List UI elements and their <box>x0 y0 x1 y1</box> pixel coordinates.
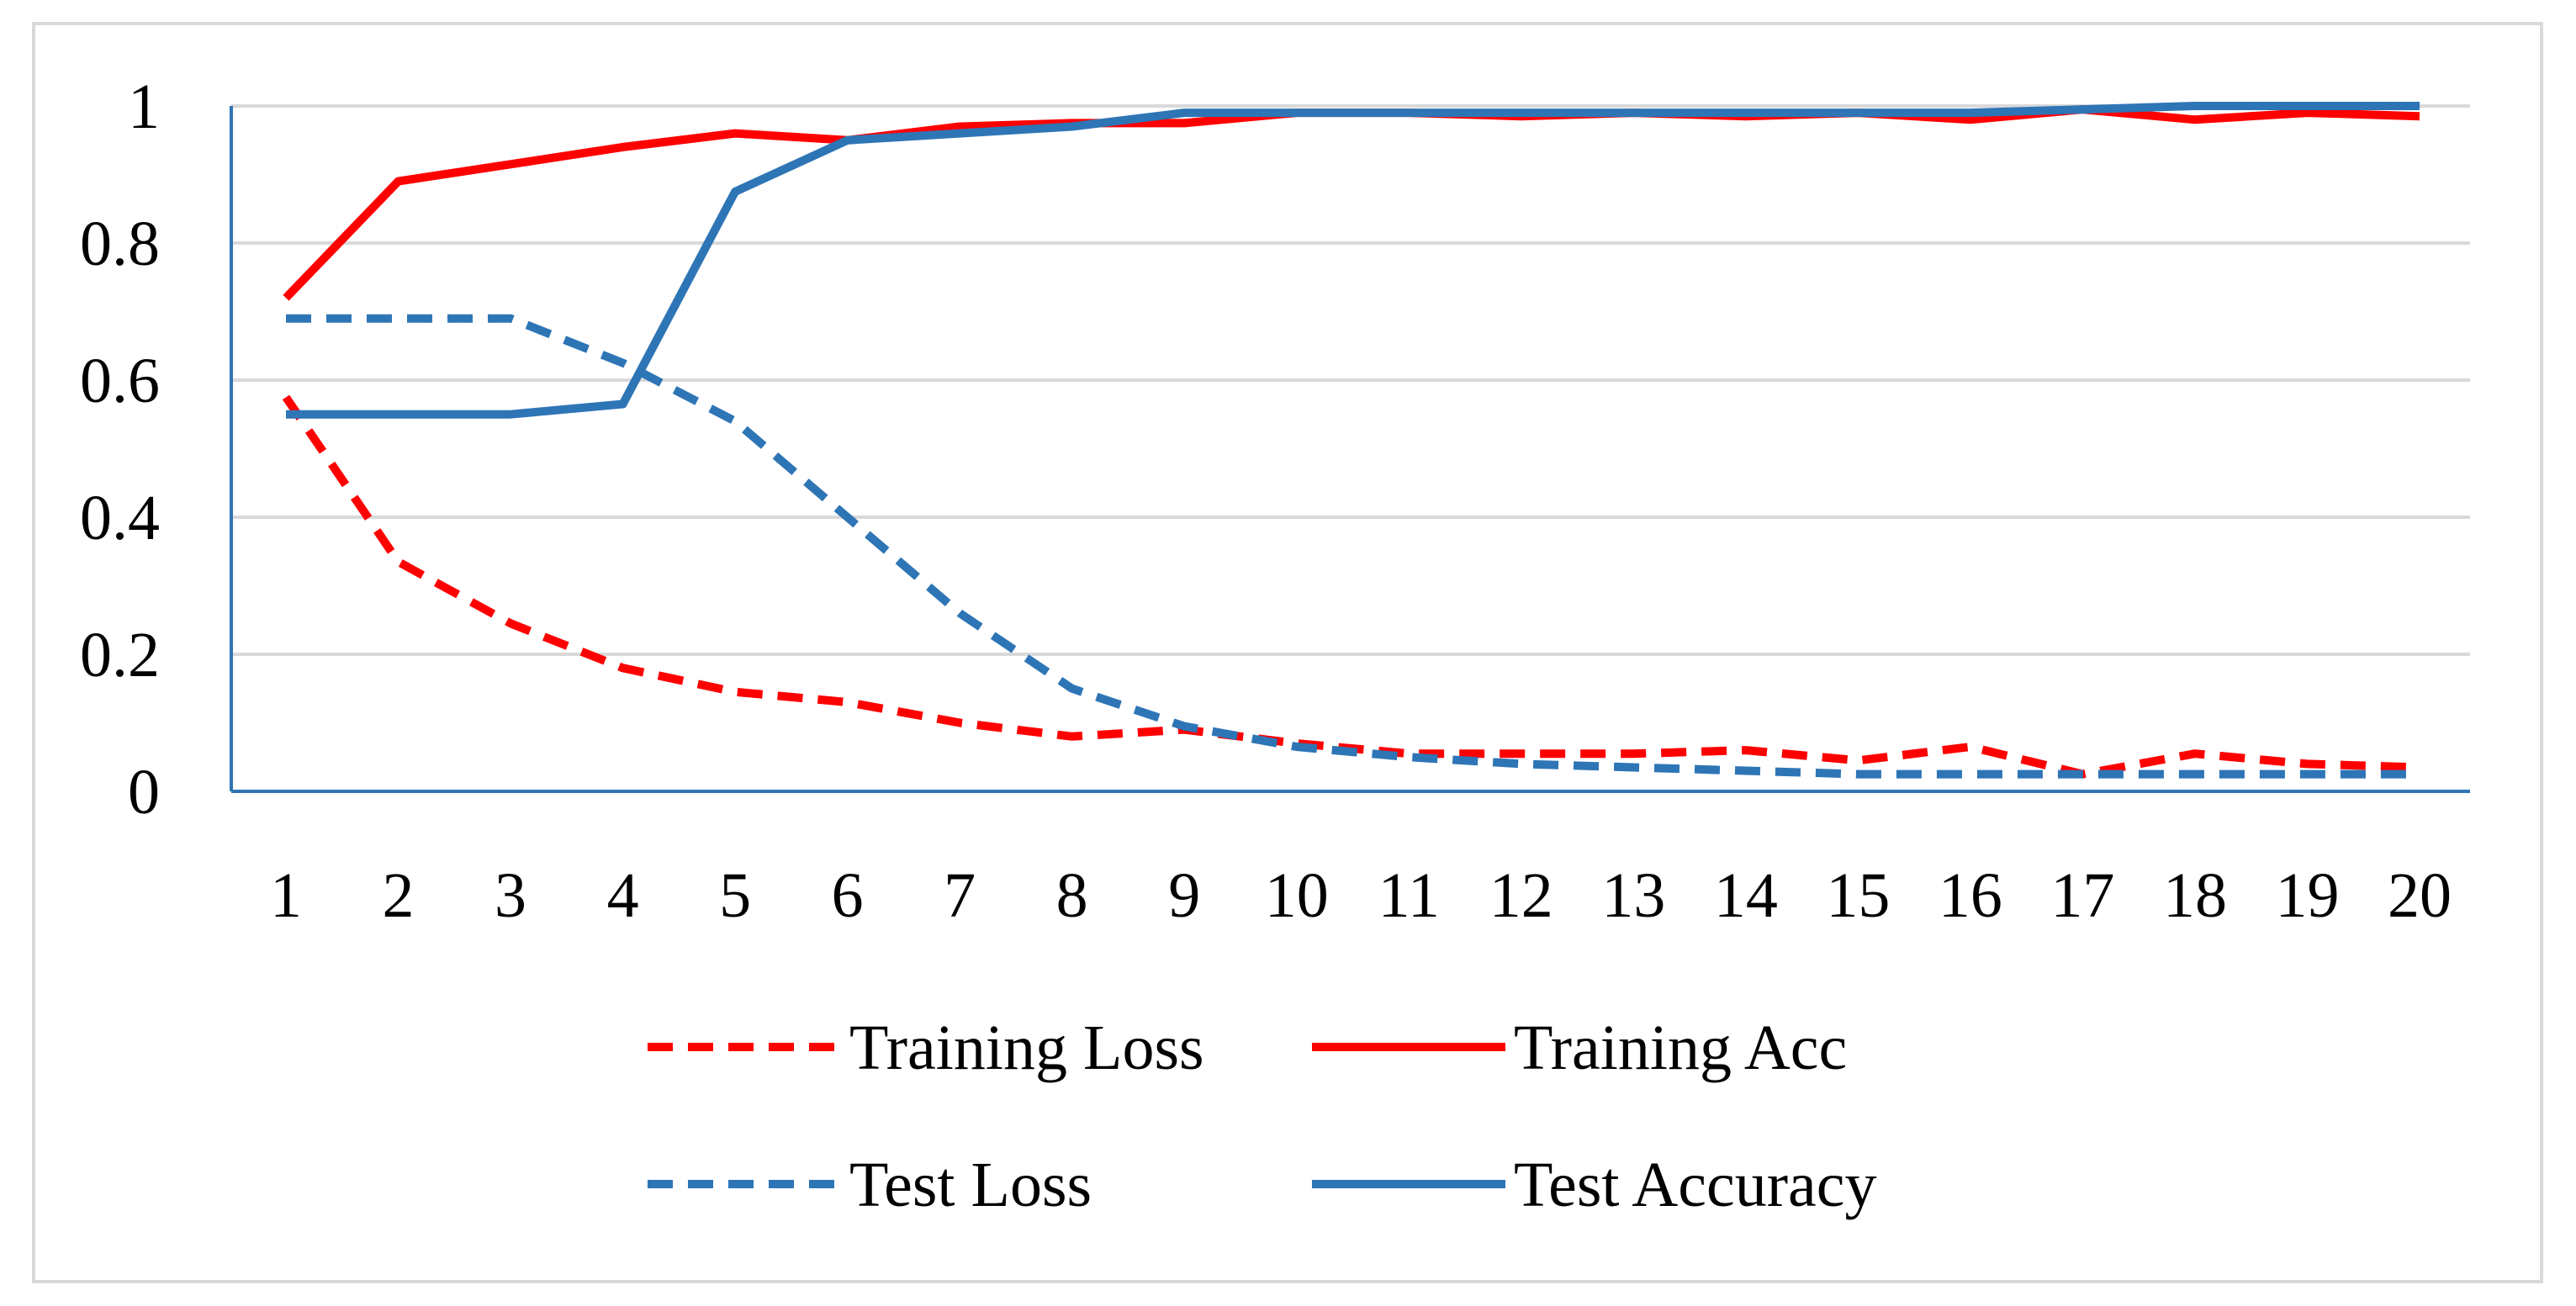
legend-label-training-acc: Training Acc <box>1514 1013 1847 1083</box>
x-tick-label-18: 18 <box>2163 860 2227 931</box>
legend-label-test-loss: Test Loss <box>849 1150 1092 1220</box>
y-tick-label-0.4: 0.4 <box>80 483 160 553</box>
series-line-test-loss <box>286 314 2420 779</box>
x-tick-label-7: 7 <box>944 860 976 931</box>
x-tick-label-20: 20 <box>2388 860 2452 931</box>
x-tick-label-16: 16 <box>1939 860 2002 931</box>
gridlines <box>231 104 2470 656</box>
legend: Training Loss Training Acc Test Loss Test A… <box>648 1013 1876 1220</box>
series-line-training-loss <box>282 394 2420 779</box>
x-tick-label-8: 8 <box>1056 860 1088 931</box>
x-tick-label-6: 6 <box>832 860 864 931</box>
x-tick-label-2: 2 <box>383 860 415 931</box>
x-tick-label-13: 13 <box>1601 860 1665 931</box>
series-lines <box>282 102 2420 779</box>
x-tick-label-12: 12 <box>1489 860 1553 931</box>
axes <box>230 106 2470 793</box>
legend-label-test-accuracy: Test Accuracy <box>1514 1150 1876 1220</box>
y-tick-label-0.6: 0.6 <box>80 346 160 416</box>
x-tick-label-14: 14 <box>1714 860 1778 931</box>
x-tick-label-1: 1 <box>270 860 302 931</box>
y-tick-label-0.2: 0.2 <box>80 620 160 690</box>
x-tick-label-10: 10 <box>1265 860 1329 931</box>
x-tick-label-19: 19 <box>2275 860 2339 931</box>
x-tick-label-11: 11 <box>1378 860 1440 931</box>
y-tick-labels: 0 0.2 0.4 0.6 0.8 1 <box>80 71 160 827</box>
series-line-test-accuracy <box>286 102 2420 419</box>
x-tick-labels: 1 2 3 4 5 6 7 8 9 10 11 12 13 14 15 16 17 18 19 20 <box>270 860 2452 931</box>
y-tick-label-1: 1 <box>128 71 160 142</box>
x-tick-label-17: 17 <box>2050 860 2114 931</box>
x-tick-label-15: 15 <box>1826 860 1890 931</box>
x-tick-label-9: 9 <box>1168 860 1200 931</box>
x-tick-label-3: 3 <box>495 860 526 931</box>
x-tick-label-4: 4 <box>607 860 639 931</box>
y-tick-label-0.8: 0.8 <box>80 209 160 279</box>
x-tick-label-5: 5 <box>719 860 751 931</box>
y-tick-label-0: 0 <box>128 757 160 827</box>
legend-label-training-loss: Training Loss <box>849 1013 1204 1083</box>
series-line-training-acc <box>283 105 2420 301</box>
